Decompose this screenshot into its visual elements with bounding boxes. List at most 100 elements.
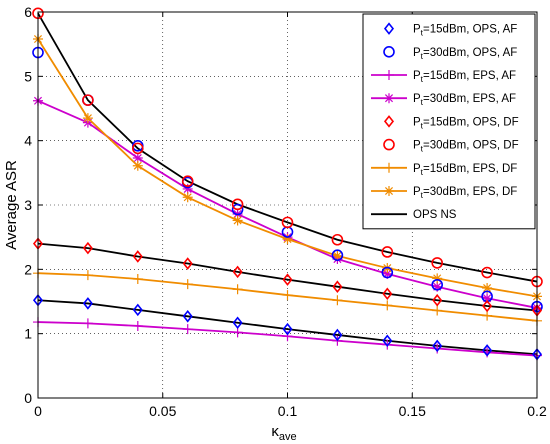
asterisk-marker	[132, 153, 143, 164]
plus-marker	[82, 318, 93, 329]
circle-marker	[431, 278, 444, 291]
series-9	[37, 242, 538, 312]
plus-marker	[182, 279, 193, 290]
legend-label: Pt=30dBm, OPS, AF	[413, 47, 517, 61]
circle-marker	[82, 94, 94, 106]
legend-item: Pt=30dBm, EPS, DF	[371, 186, 517, 200]
series-10	[37, 299, 538, 356]
diamond-marker	[332, 328, 343, 342]
plus-marker	[132, 320, 143, 331]
y-tick-label: 2	[24, 261, 32, 277]
x-tick-label: 0.2	[527, 403, 547, 419]
plus-marker	[282, 290, 293, 301]
legend-label: Pt=30dBm, OPS, DF	[413, 140, 519, 154]
series-line	[37, 12, 538, 283]
circle-marker	[231, 203, 244, 216]
circle-marker	[383, 45, 395, 58]
plus-marker	[232, 284, 243, 295]
diamond-marker	[132, 250, 143, 263]
legend-label: Pt=15dBm, OPS, DF	[413, 116, 519, 130]
asterisk-marker	[332, 250, 343, 261]
y-tick-label: 1	[24, 326, 32, 342]
legend-label: Pt=30dBm, EPS, DF	[413, 186, 517, 200]
circle-marker	[132, 142, 144, 155]
plus-marker	[432, 305, 443, 316]
asterisk-marker	[482, 282, 493, 293]
y-tick-label: 0	[24, 390, 32, 406]
plus-marker	[482, 310, 493, 321]
diamond-marker	[432, 339, 443, 353]
asterisk-marker	[232, 215, 243, 226]
diamond-marker	[182, 257, 193, 270]
asterisk-marker	[132, 160, 143, 171]
series-4	[32, 237, 543, 317]
circle-marker	[331, 249, 344, 261]
asterisk-marker	[482, 293, 493, 304]
legend-label: Pt=15dBm, EPS, DF	[413, 163, 517, 177]
diamond-marker	[383, 115, 395, 128]
diamond-marker	[82, 297, 93, 310]
y-tick-label: 5	[24, 68, 32, 84]
diamond-marker	[482, 299, 493, 313]
legend-label: Pt=30dBm, EPS, AF	[413, 93, 516, 107]
asterisk-marker	[382, 268, 393, 279]
y-axis-label: Average ASR	[3, 160, 20, 250]
series-0	[32, 293, 543, 361]
x-axis-label-sub: ave	[279, 431, 297, 443]
circle-marker	[331, 233, 344, 246]
legend-label: Pt=15dBm, OPS, AF	[413, 24, 517, 38]
diamond-marker	[232, 265, 243, 279]
diamond-marker	[132, 303, 143, 317]
x-tick-label: 0.15	[399, 403, 426, 419]
x-tick-label: 0	[34, 403, 42, 419]
legend-item: OPS NS	[371, 209, 457, 221]
diamond-marker	[82, 241, 93, 255]
asterisk-marker	[384, 93, 394, 104]
plus-marker	[182, 324, 193, 335]
diamond-marker	[182, 310, 193, 323]
plus-marker	[232, 327, 243, 338]
asterisk-marker	[432, 281, 443, 292]
diamond-marker	[432, 293, 443, 307]
legend-item: Pt=30dBm, EPS, AF	[371, 93, 516, 107]
legend-item: Pt=30dBm, OPS, AF	[383, 45, 517, 61]
series-line	[37, 242, 538, 312]
x-axis-label: κave	[271, 423, 296, 443]
diamond-marker	[482, 344, 493, 357]
legend: Pt=15dBm, OPS, AF Pt=30dBm, OPS, AF Pt=15d…	[362, 13, 536, 230]
diamond-marker	[382, 287, 393, 301]
legend-item: Pt=30dBm, OPS, DF	[383, 138, 519, 154]
circle-marker	[431, 257, 444, 269]
plus-marker	[384, 162, 394, 173]
asterisk-marker	[182, 192, 193, 203]
series-line	[37, 299, 538, 356]
plus-marker	[384, 70, 394, 80]
x-axis-label-main: κ	[271, 423, 279, 440]
diamond-marker	[282, 322, 293, 336]
plus-marker	[382, 300, 393, 311]
x-tick-label: 0.1	[278, 403, 298, 419]
circle-marker	[381, 266, 394, 279]
y-tick-label: 4	[24, 133, 32, 149]
asterisk-marker	[432, 273, 443, 284]
circle-marker	[231, 198, 244, 211]
legend-item: Pt=15dBm, EPS, AF	[371, 70, 516, 84]
legend-item: Pt=15dBm, EPS, DF	[371, 162, 517, 177]
x-tick-label: 0.05	[149, 403, 176, 419]
diamond-marker	[282, 273, 293, 286]
plus-marker	[332, 295, 343, 306]
series-8	[37, 12, 538, 283]
diamond-marker	[383, 22, 395, 35]
circle-marker	[181, 175, 194, 187]
plus-marker	[132, 273, 143, 284]
legend-item: Pt=15dBm, OPS, DF	[383, 115, 519, 130]
asterisk-marker	[282, 234, 293, 245]
y-tick-label: 3	[24, 197, 32, 213]
circle-marker	[381, 246, 394, 258]
diamond-marker	[382, 334, 393, 348]
asterisk-marker	[384, 186, 394, 196]
circle-marker	[281, 216, 294, 229]
legend-item: Pt=15dBm, OPS, AF	[383, 22, 517, 38]
diamond-marker	[332, 280, 343, 293]
